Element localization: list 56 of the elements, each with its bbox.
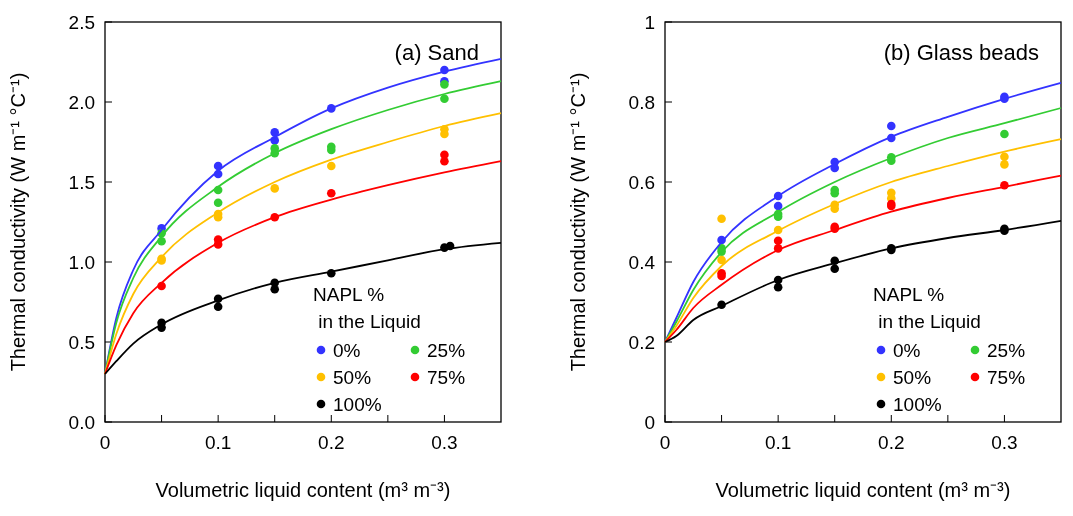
legend-label: 100% <box>893 394 942 415</box>
legend-label: 25% <box>427 340 466 361</box>
x-tick-label: 0 <box>99 432 111 453</box>
point <box>1000 152 1009 162</box>
x-axis-title: Volumetric liquid content (m³ m⁻³) <box>155 479 451 501</box>
y-tick-label: 0.0 <box>68 412 95 433</box>
y-tick-label: 0.2 <box>628 332 655 353</box>
y-tick-label: 1 <box>644 12 655 33</box>
point <box>773 282 783 292</box>
point <box>886 121 896 131</box>
point <box>213 198 223 208</box>
x-axis-title: Volumetric liquid content (m³ m⁻³) <box>715 479 1011 501</box>
y-tick-label: 0.6 <box>628 172 655 193</box>
legend-label: 100% <box>333 394 382 415</box>
y-axis-title: Thermal conductivity (W m⁻¹ °C⁻¹) <box>567 72 589 372</box>
point <box>326 188 336 198</box>
point <box>717 214 726 224</box>
point <box>440 80 449 89</box>
legend-label: 50% <box>893 367 932 388</box>
x-tick-label: 0.3 <box>431 432 458 453</box>
y-tick-label: 1.5 <box>68 172 95 193</box>
legend-label: 25% <box>987 340 1026 361</box>
legend-label: 50% <box>333 367 372 388</box>
text: (a) Sand <box>394 40 479 65</box>
y-tick-label: 1.0 <box>68 252 95 273</box>
point <box>326 161 336 171</box>
x-tick-label: 0.3 <box>991 432 1018 453</box>
y-tick-label: 0 <box>644 412 655 433</box>
x-tick-label: 0.1 <box>764 432 792 453</box>
legend-label: 75% <box>427 367 466 388</box>
x-tick-label: 0.2 <box>318 432 345 453</box>
point <box>270 128 280 137</box>
legend-label: 75% <box>987 367 1026 388</box>
x-tick-label: 0.1 <box>204 432 232 453</box>
point <box>717 255 726 265</box>
point <box>270 184 280 193</box>
point <box>213 302 223 312</box>
x-tick-label: 0 <box>659 432 671 453</box>
legend-label: 0% <box>333 340 361 361</box>
point <box>773 201 783 211</box>
line-series <box>664 174 1062 343</box>
y-tick-label: 0.4 <box>628 252 656 273</box>
legend-label: 0% <box>893 340 921 361</box>
y-tick-label: 2.5 <box>68 12 95 33</box>
point <box>1000 129 1009 139</box>
point <box>1000 160 1009 169</box>
y-axis-title: Thermal conductivity (W m⁻¹ °C⁻¹) <box>7 72 29 372</box>
y-tick-label: 0.8 <box>628 92 655 113</box>
legend-title: NAPL % in the Liquid <box>873 284 981 332</box>
point <box>830 264 840 274</box>
point <box>440 94 449 104</box>
text: (b) Glass beads <box>883 40 1039 65</box>
y-tick-label: 2.0 <box>68 92 95 113</box>
legend-title: NAPL % in the Liquid <box>313 284 421 332</box>
y-tick-label: 0.5 <box>68 332 95 353</box>
x-tick-label: 0.2 <box>878 432 905 453</box>
